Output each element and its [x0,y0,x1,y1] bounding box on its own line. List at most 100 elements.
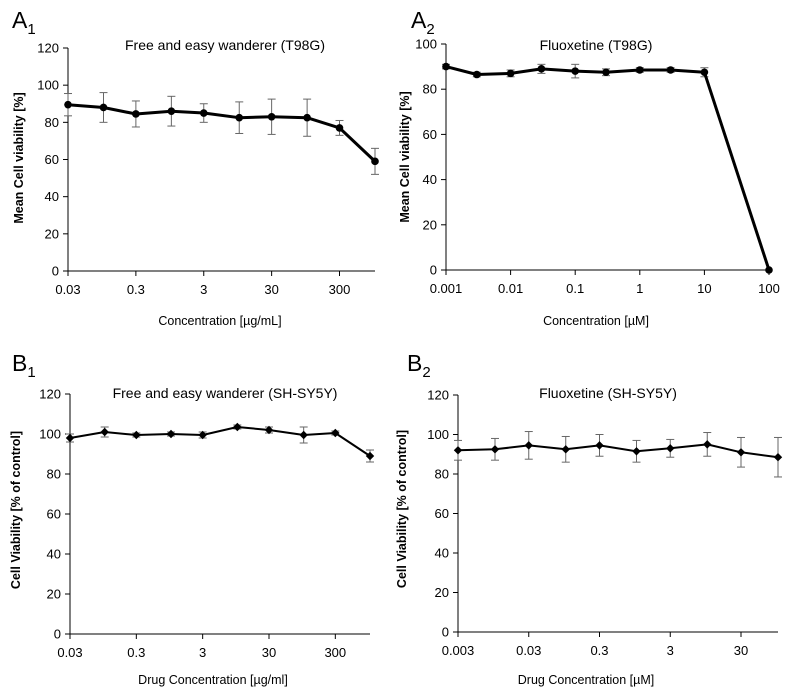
y-tick-label: 100 [415,37,437,52]
data-point [773,453,783,462]
x-tick-label: 30 [734,643,748,658]
data-point [132,430,141,440]
y-tick-label: 120 [37,41,59,56]
chart-title: Fluoxetine (SH-SY5Y) [539,385,677,401]
y-tick-label: 20 [435,585,449,600]
x-tick-label: 30 [264,282,278,297]
panel-a2: A2 Fluoxetine (T98G) Mean Cell viability… [393,0,787,345]
x-tick-label: 10 [697,281,711,296]
data-point [132,110,140,118]
data-point [632,447,641,456]
data-point [700,68,709,77]
data-point [65,433,75,443]
y-tick-label: 80 [435,467,449,482]
x-tick-label: 0.001 [430,281,463,296]
y-tick-label: 120 [39,387,61,402]
data-point [365,451,375,461]
plot-area: 0 20 40 60 80 100 0.001 0.01 0.1 1 10 100 [415,37,780,297]
plot-area: 0 20 40 60 80 100 120 0.03 0.3 3 30 300 [39,387,375,660]
x-tick-label: 30 [262,645,276,660]
chart-b1: B1 Free and easy wanderer (SH-SY5Y) Cell… [9,350,375,687]
data-point [264,425,274,435]
y-axis-label: Cell Viability [% of control] [395,430,409,588]
data-point [100,427,109,437]
y-tick-label: 120 [427,388,449,403]
data-point [453,446,463,455]
y-tick-label: 0 [430,263,437,278]
data-point [331,428,340,438]
chart-a2: A2 Fluoxetine (T98G) Mean Cell viability… [398,7,780,328]
y-axis-label: Mean Cell viability [%] [398,91,412,222]
data-point [371,157,379,166]
y-tick-label: 20 [45,226,59,241]
x-tick-label: 0.03 [57,645,82,660]
y-tick-label: 100 [39,427,61,442]
data-point [235,113,244,122]
x-tick-label: 0.3 [127,645,145,660]
data-point [765,266,773,274]
data-point [299,430,308,440]
data-point [595,441,604,450]
x-axis-label: Concentration [µM] [543,314,649,328]
x-axis-label: Concentration [µg/mL] [158,314,281,328]
panel-label: B2 [407,350,431,381]
chart-title: Free and easy wanderer (SH-SY5Y) [113,385,338,401]
y-tick-label: 60 [435,506,449,521]
data-point [602,68,610,77]
data-point [233,422,242,432]
plot-area: 0 20 40 60 80 100 120 0.03 0.3 3 30 300 [37,41,379,297]
data-point [666,66,675,74]
data-point [303,113,311,122]
data-point [198,430,207,440]
series-line [457,443,779,459]
y-tick-label: 40 [47,547,61,562]
data-point [99,103,108,112]
data-point [267,112,276,121]
y-axis-label: Mean Cell viability [%] [12,92,26,223]
panel-a1: A1 Free and easy wanderer (T98G) Mean Ce… [0,0,393,345]
x-tick-label: 3 [667,643,674,658]
data-point [666,444,675,453]
data-point [636,66,644,74]
data-point [166,429,176,439]
series-line [67,103,377,163]
series-line [69,426,371,457]
y-tick-label: 40 [435,546,449,561]
y-tick-label: 40 [423,172,437,187]
y-tick-label: 20 [423,217,437,232]
x-tick-label: 0.3 [127,282,145,297]
data-point [335,124,344,132]
y-tick-label: 60 [423,127,437,142]
x-tick-label: 0.03 [516,643,541,658]
panel-label: B1 [12,350,36,381]
plot-area: 0 20 40 60 80 100 120 0.003 0.03 0.3 3 30 [427,388,783,658]
data-point [537,65,546,73]
data-point [64,100,72,109]
y-tick-label: 60 [47,507,61,522]
y-tick-label: 100 [37,78,59,93]
y-tick-label: 20 [47,587,61,602]
y-tick-label: 80 [45,115,59,130]
data-point [736,448,746,457]
x-tick-label: 300 [329,282,351,297]
y-tick-label: 60 [45,152,59,167]
series-line [445,65,771,271]
data-point [473,70,481,79]
x-tick-label: 1 [636,281,643,296]
y-tick-label: 40 [45,189,59,204]
y-tick-label: 80 [423,82,437,97]
chart-title: Free and easy wanderer (T98G) [125,37,325,53]
panel-b1: B1 Free and easy wanderer (SH-SY5Y) Cell… [0,345,393,691]
data-point [524,441,533,450]
chart-title: Fluoxetine (T98G) [540,37,653,53]
x-axis-label: Drug Concentration [µM] [518,673,654,687]
x-tick-label: 3 [200,282,207,297]
data-point [167,107,176,115]
data-point [490,445,500,454]
y-tick-label: 0 [52,264,59,279]
panel-label: A1 [12,7,36,38]
x-tick-label: 0.03 [55,282,80,297]
data-point [199,109,208,117]
chart-a1: A1 Free and easy wanderer (T98G) Mean Ce… [12,7,379,328]
data-point [561,445,570,454]
